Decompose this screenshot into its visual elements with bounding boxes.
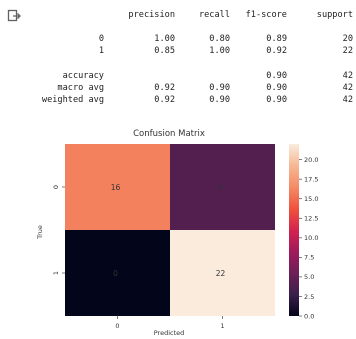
heatmap-cell-0-1: [170, 144, 275, 230]
colorbar-tick-label: 7.5: [304, 254, 314, 262]
row-label-weighted-avg: weighted avg: [41, 95, 104, 105]
support-1: 22: [342, 46, 353, 56]
heatmap-cell-1-0: [65, 230, 170, 316]
header-support: support: [316, 10, 353, 20]
recall-macro-avg: 0.90: [209, 83, 230, 93]
recall-weighted-avg: 0.90: [209, 95, 230, 105]
colorbar-tick-label: 12.5: [304, 215, 318, 223]
cell-value-0-0: 16: [111, 183, 121, 192]
recall-1: 1.00: [209, 46, 230, 56]
x-axis-label: Predicted: [154, 329, 185, 337]
f1-accuracy: 0.90: [266, 71, 287, 81]
y-axis-label: True: [36, 225, 44, 240]
support-macro-avg: 42: [342, 83, 353, 93]
precision-0: 1.00: [154, 34, 175, 44]
row-label-0: 0: [98, 34, 104, 44]
f1-weighted-avg: 0.90: [266, 95, 287, 105]
cell-value-0-1: 4: [218, 183, 223, 192]
precision-macro-avg: 0.92: [154, 83, 175, 93]
recall-0: 0.80: [209, 34, 230, 44]
precision-1: 0.85: [154, 46, 175, 56]
header-f1-score: f1-score: [245, 10, 287, 20]
colorbar-tick-label: 5.0: [304, 273, 314, 281]
cell-value-1-0: 0: [113, 269, 118, 278]
y-tick-label: 1: [52, 271, 60, 275]
x-tick-label: 1: [220, 322, 224, 330]
row-label-macro-avg: macro avg: [57, 83, 104, 93]
heatmap-cell-1-1: [170, 230, 275, 316]
colorbar-tick-label: 15.0: [304, 195, 318, 203]
cell-value-1-1: 22: [216, 269, 226, 278]
support-accuracy: 42: [342, 71, 353, 81]
header-precision: precision: [128, 10, 175, 20]
support-0: 20: [342, 34, 353, 44]
classification-report: precision recall f1-score support 0 1.00…: [0, 0, 356, 120]
colorbar-tick-label: 20.0: [304, 156, 318, 164]
support-weighted-avg: 42: [342, 95, 353, 105]
f1-1: 0.92: [266, 46, 287, 56]
row-label-accuracy: accuracy: [62, 71, 104, 81]
confusion-matrix-chart: Confusion Matrix 16 4 0 22 0 1 0 1 Predicted T…: [36, 129, 318, 337]
heatmap-cell-0-0: [65, 144, 170, 230]
colorbar-tick-label: 0.0: [304, 312, 314, 320]
colorbar-tick-label: 17.5: [304, 175, 318, 183]
chart-title: Confusion Matrix: [133, 129, 205, 139]
colorbar-tick-label: 2.5: [304, 293, 314, 301]
f1-0: 0.89: [266, 34, 287, 44]
colorbar-tick-label: 10.0: [304, 234, 318, 242]
header-recall: recall: [198, 10, 230, 20]
y-tick-label: 0: [52, 185, 60, 189]
output-arrow-icon: [7, 9, 21, 22]
colorbar: [289, 144, 299, 316]
x-tick-label: 0: [115, 322, 119, 330]
row-label-1: 1: [98, 46, 104, 56]
f1-macro-avg: 0.90: [266, 83, 287, 93]
precision-weighted-avg: 0.92: [154, 95, 175, 105]
